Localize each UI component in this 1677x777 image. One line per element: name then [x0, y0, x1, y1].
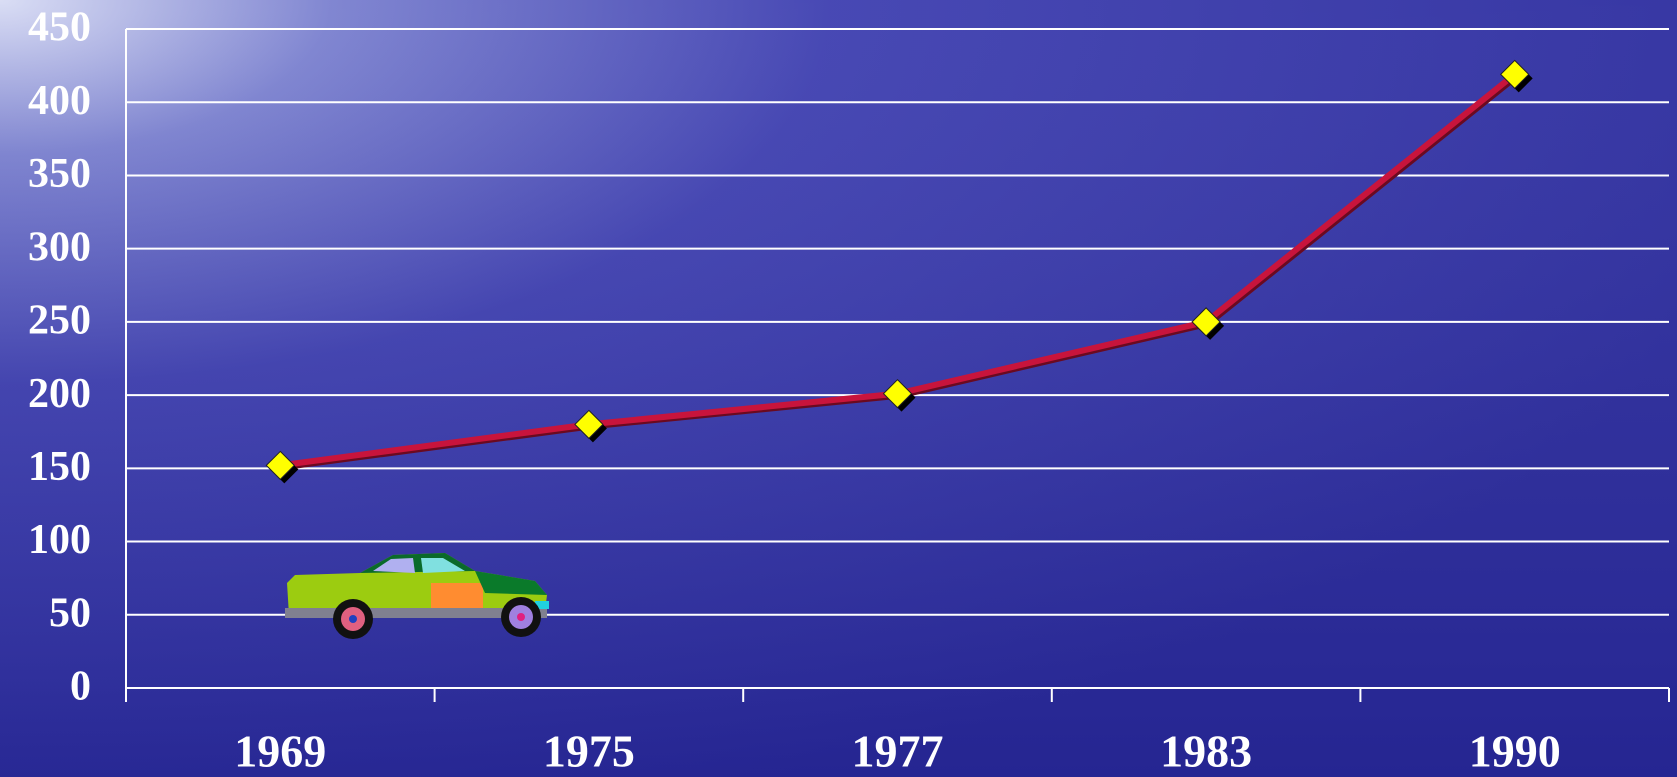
background-shade	[0, 0, 1677, 777]
page: 0 50 100 150 200 250 300 350 400 450 1969 1975 1977…	[0, 0, 1677, 777]
y-tick-label: 350	[28, 151, 91, 197]
y-tick-label: 200	[28, 371, 91, 417]
x-tick-label: 1977	[852, 726, 944, 777]
x-tick-label: 1990	[1469, 726, 1561, 777]
y-tick-label: 300	[28, 224, 91, 270]
chart: 0 50 100 150 200 250 300 350 400 450 1969 1975 1977…	[0, 0, 1677, 777]
y-tick-label: 100	[28, 517, 91, 563]
x-tick-label: 1975	[543, 726, 635, 777]
y-tick-label: 0	[70, 664, 91, 710]
x-tick-label: 1983	[1160, 726, 1252, 777]
y-tick-label: 450	[28, 5, 91, 51]
y-tick-label: 150	[28, 444, 91, 490]
x-tick-label: 1969	[234, 726, 326, 777]
y-tick-label: 400	[28, 78, 91, 124]
y-tick-label: 50	[49, 590, 91, 636]
y-tick-label: 250	[28, 298, 91, 344]
